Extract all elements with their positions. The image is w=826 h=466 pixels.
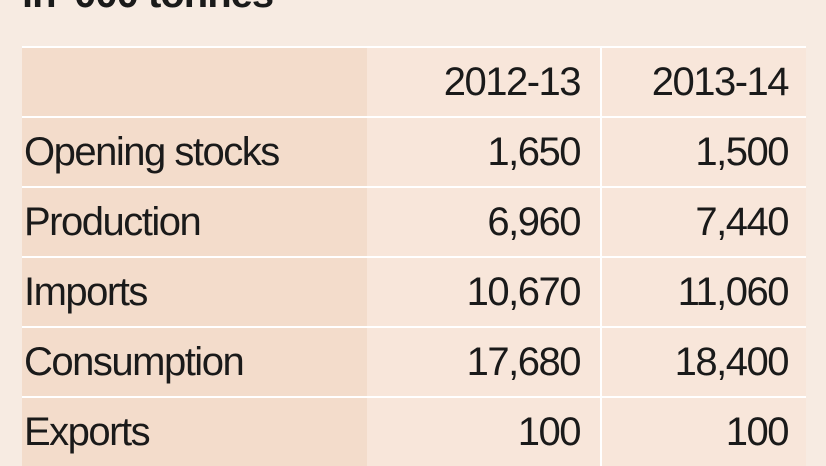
table-row: Opening stocks 1,650 1,500 (22, 116, 806, 186)
table-value: 7,440 (602, 188, 806, 256)
table-value: 100 (367, 398, 602, 466)
row-label: Exports (22, 398, 367, 466)
table-value: 17,680 (367, 328, 602, 396)
table: 2012-13 2013-14 Opening stocks 1,650 1,500 Pr… (22, 46, 806, 466)
table-row: Exports 100 100 (22, 396, 806, 466)
column-header: 2013-14 (602, 48, 806, 116)
table-row: Imports 10,670 11,060 (22, 256, 806, 326)
row-label: Imports (22, 258, 367, 326)
table-row: Consumption 17,680 18,400 (22, 326, 806, 396)
table-value: 10,670 (367, 258, 602, 326)
table-value: 6,960 (367, 188, 602, 256)
row-label: Opening stocks (22, 118, 367, 186)
column-header (22, 48, 367, 116)
table-value: 1,650 (367, 118, 602, 186)
row-label: Consumption (22, 328, 367, 396)
table-row: Production 6,960 7,440 (22, 186, 806, 256)
table-subtitle: in '000 tonnes (22, 0, 274, 17)
table-value: 100 (602, 398, 806, 466)
header-row: 2012-13 2013-14 (22, 46, 806, 116)
row-label: Production (22, 188, 367, 256)
table-value: 1,500 (602, 118, 806, 186)
table-value: 18,400 (602, 328, 806, 396)
column-header: 2012-13 (367, 48, 602, 116)
table-value: 11,060 (602, 258, 806, 326)
